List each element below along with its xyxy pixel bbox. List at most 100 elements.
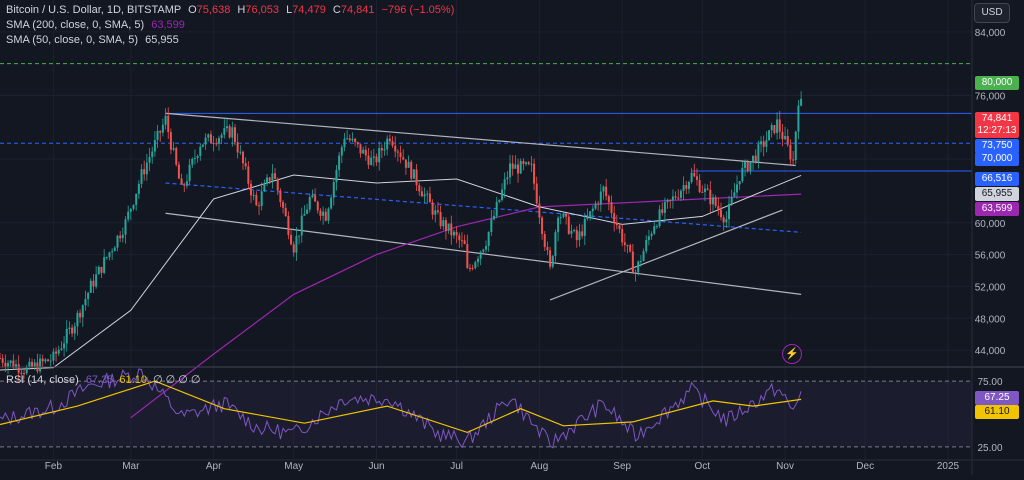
candle-body: [583, 218, 586, 236]
candle-body: [581, 231, 584, 236]
candle-body: [517, 164, 520, 174]
candle-body: [140, 169, 143, 184]
candle-body: [87, 292, 90, 299]
candle-body: [458, 235, 461, 241]
candle-body: [105, 257, 108, 259]
candle-body: [161, 124, 164, 133]
candle-body: [268, 177, 271, 181]
candle-body: [201, 144, 204, 147]
candle-body: [533, 163, 536, 184]
candle-body: [207, 134, 210, 138]
ohlc-high-label: H: [237, 4, 246, 16]
candle-body: [554, 232, 557, 257]
candle-body: [327, 208, 330, 221]
candle-body: [711, 197, 714, 205]
candle-body: [562, 213, 565, 218]
x-tick-label: Jul: [450, 461, 463, 472]
candle-body: [111, 251, 114, 253]
rsi-line: [0, 368, 802, 449]
candle-body: [479, 251, 482, 259]
candle-body: [47, 359, 50, 362]
candle-body: [690, 172, 693, 183]
candle-body: [370, 157, 373, 165]
candle-body: [546, 246, 549, 251]
candle-body: [215, 143, 218, 145]
horizontal-levels: [0, 63, 972, 172]
candle-body: [31, 361, 34, 367]
candle-body: [300, 215, 303, 236]
candle-body: [655, 226, 658, 228]
candle-body: [284, 207, 287, 217]
candle-body: [322, 211, 325, 216]
candle-body: [621, 228, 624, 243]
sma50-legend[interactable]: SMA (50, close, 0, SMA, 5) 65,955: [6, 33, 179, 47]
candle-body: [383, 149, 386, 151]
candle-body: [151, 151, 154, 158]
candle-body: [343, 138, 346, 148]
candle-body: [263, 183, 266, 192]
candle-body: [442, 220, 445, 227]
candle-body: [185, 181, 188, 186]
rsi-value: 67.25: [85, 374, 114, 386]
sma50-value: 65,955: [145, 34, 179, 46]
candle-body: [559, 217, 562, 219]
candle-body: [346, 138, 349, 140]
candle-body: [332, 181, 335, 198]
candle-body: [719, 209, 722, 218]
candle-body: [594, 203, 597, 209]
candle-body: [113, 247, 116, 252]
candle-body: [1, 358, 4, 363]
candle-body: [71, 327, 74, 334]
rsi-legend[interactable]: RSI (14, close) 67.25 61.10 ∅ ∅ ∅ ∅: [6, 373, 201, 387]
candle-body: [279, 190, 282, 203]
price-label-sma200: 63,599: [975, 202, 1019, 216]
ohlc-low-value: 74,479: [292, 4, 326, 16]
candle-body: [631, 251, 634, 273]
candle-body: [20, 372, 23, 374]
lightning-icon[interactable]: ⚡: [782, 344, 802, 364]
candle-body: [626, 244, 629, 246]
candle-body: [661, 209, 664, 213]
currency-button[interactable]: USD: [974, 3, 1010, 23]
candle-body: [354, 138, 357, 143]
price-label-66516: 66,516: [975, 172, 1019, 186]
candle-body: [460, 240, 463, 242]
candle-body: [468, 267, 471, 269]
candle-body: [530, 163, 533, 165]
candle-body: [153, 139, 156, 152]
candle-body: [116, 235, 119, 248]
candle-body: [348, 138, 351, 141]
trendline: [165, 112, 796, 167]
sma200-legend[interactable]: SMA (200, close, 0, SMA, 5) 63,599: [6, 18, 185, 32]
candle-body: [324, 211, 327, 221]
x-tick-label: May: [284, 461, 303, 472]
candle-body: [39, 358, 42, 372]
rsi-ma-line: [0, 380, 802, 434]
candle-body: [423, 194, 426, 197]
ohlc-open-value: 75,638: [196, 4, 231, 16]
x-tick-label: Aug: [531, 461, 549, 472]
candle-body: [551, 256, 554, 267]
candle-body: [436, 210, 439, 213]
sma200-value: 63,599: [151, 19, 185, 31]
candle-body: [124, 219, 127, 235]
candle-body: [143, 169, 146, 175]
candle-body: [372, 156, 375, 158]
candle-body: [193, 158, 196, 160]
candle-body: [295, 236, 298, 253]
candle-body: [95, 274, 98, 287]
y-tick-label: 84,000: [975, 28, 1006, 39]
ohlc-open-label: O: [188, 4, 197, 16]
candle-body: [15, 364, 18, 368]
candle-body: [244, 163, 247, 167]
candle-body: [169, 132, 172, 150]
candle-body: [447, 223, 450, 231]
candle-body: [180, 178, 183, 185]
candle-body: [311, 195, 314, 198]
candle-body: [23, 373, 26, 375]
candle-body: [725, 219, 728, 223]
candle-body: [188, 164, 191, 182]
candle-body: [177, 164, 180, 179]
